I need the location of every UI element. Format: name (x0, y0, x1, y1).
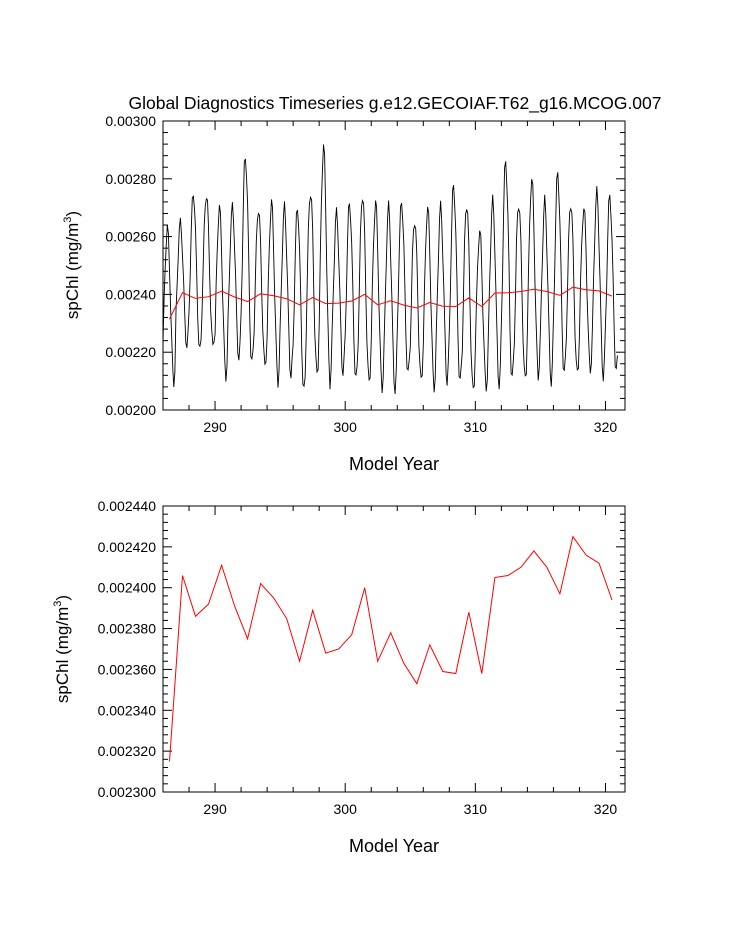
bottom-chart-x-tick-labels: 290 300 310 320 (203, 801, 617, 817)
top-chart-frame (162, 120, 626, 411)
y-tick-label: 0.00300 (105, 113, 156, 129)
bottom-chart: 0.002300 0.002320 0.002340 0.002360 0.002380… (52, 498, 626, 856)
y-tick-label: 0.002400 (98, 580, 157, 596)
top-chart-x-tick-labels: 290 300 310 320 (203, 419, 617, 435)
top-chart-ticks (162, 120, 625, 411)
annual-mean-series-line (169, 535, 613, 762)
monthly-series-line (162, 144, 618, 395)
y-tick-label: 0.00220 (105, 344, 156, 360)
top-chart: 0.00200 0.00220 0.00240 0.00260 0.00280 0.003… (62, 113, 626, 474)
x-tick-label: 290 (203, 419, 227, 435)
bottom-chart-plot-area (169, 535, 613, 762)
x-tick-label: 290 (203, 801, 227, 817)
bottom-chart-frame (162, 505, 626, 793)
y-tick-label: 0.002360 (98, 661, 157, 677)
top-chart-x-axis-label: Model Year (349, 454, 439, 474)
y-tick-label: 0.002440 (98, 498, 157, 514)
bottom-chart-ticks (162, 505, 625, 793)
y-tick-label: 0.00240 (105, 286, 156, 302)
top-chart-y-tick-labels: 0.00200 0.00220 0.00240 0.00260 0.00280 0.003… (105, 113, 156, 418)
bottom-chart-x-axis-label: Model Year (349, 836, 439, 856)
y-tick-label: 0.002340 (98, 702, 157, 718)
figure-title: Global Diagnostics Timeseries g.e12.GECO… (128, 93, 661, 114)
bottom-chart-y-tick-labels: 0.002300 0.002320 0.002340 0.002360 0.002380… (98, 498, 157, 800)
x-tick-label: 300 (334, 419, 358, 435)
top-chart-plot-area (162, 144, 618, 395)
x-tick-label: 320 (594, 419, 618, 435)
x-tick-label: 310 (464, 419, 488, 435)
y-tick-label: 0.00200 (105, 402, 156, 418)
y-tick-label: 0.00280 (105, 171, 156, 187)
x-tick-label: 300 (334, 801, 358, 817)
y-tick-label: 0.00260 (105, 229, 156, 245)
y-tick-label: 0.002300 (98, 784, 157, 800)
top-chart-y-axis-label: spChl (mg/m3) (62, 211, 82, 319)
bottom-chart-y-axis-label: spChl (mg/m3) (52, 595, 72, 703)
annual-mean-series-line (169, 286, 613, 320)
x-tick-label: 310 (464, 801, 488, 817)
y-tick-label: 0.002320 (98, 743, 157, 759)
y-tick-label: 0.002380 (98, 621, 157, 637)
x-tick-label: 320 (594, 801, 618, 817)
y-tick-label: 0.002420 (98, 539, 157, 555)
